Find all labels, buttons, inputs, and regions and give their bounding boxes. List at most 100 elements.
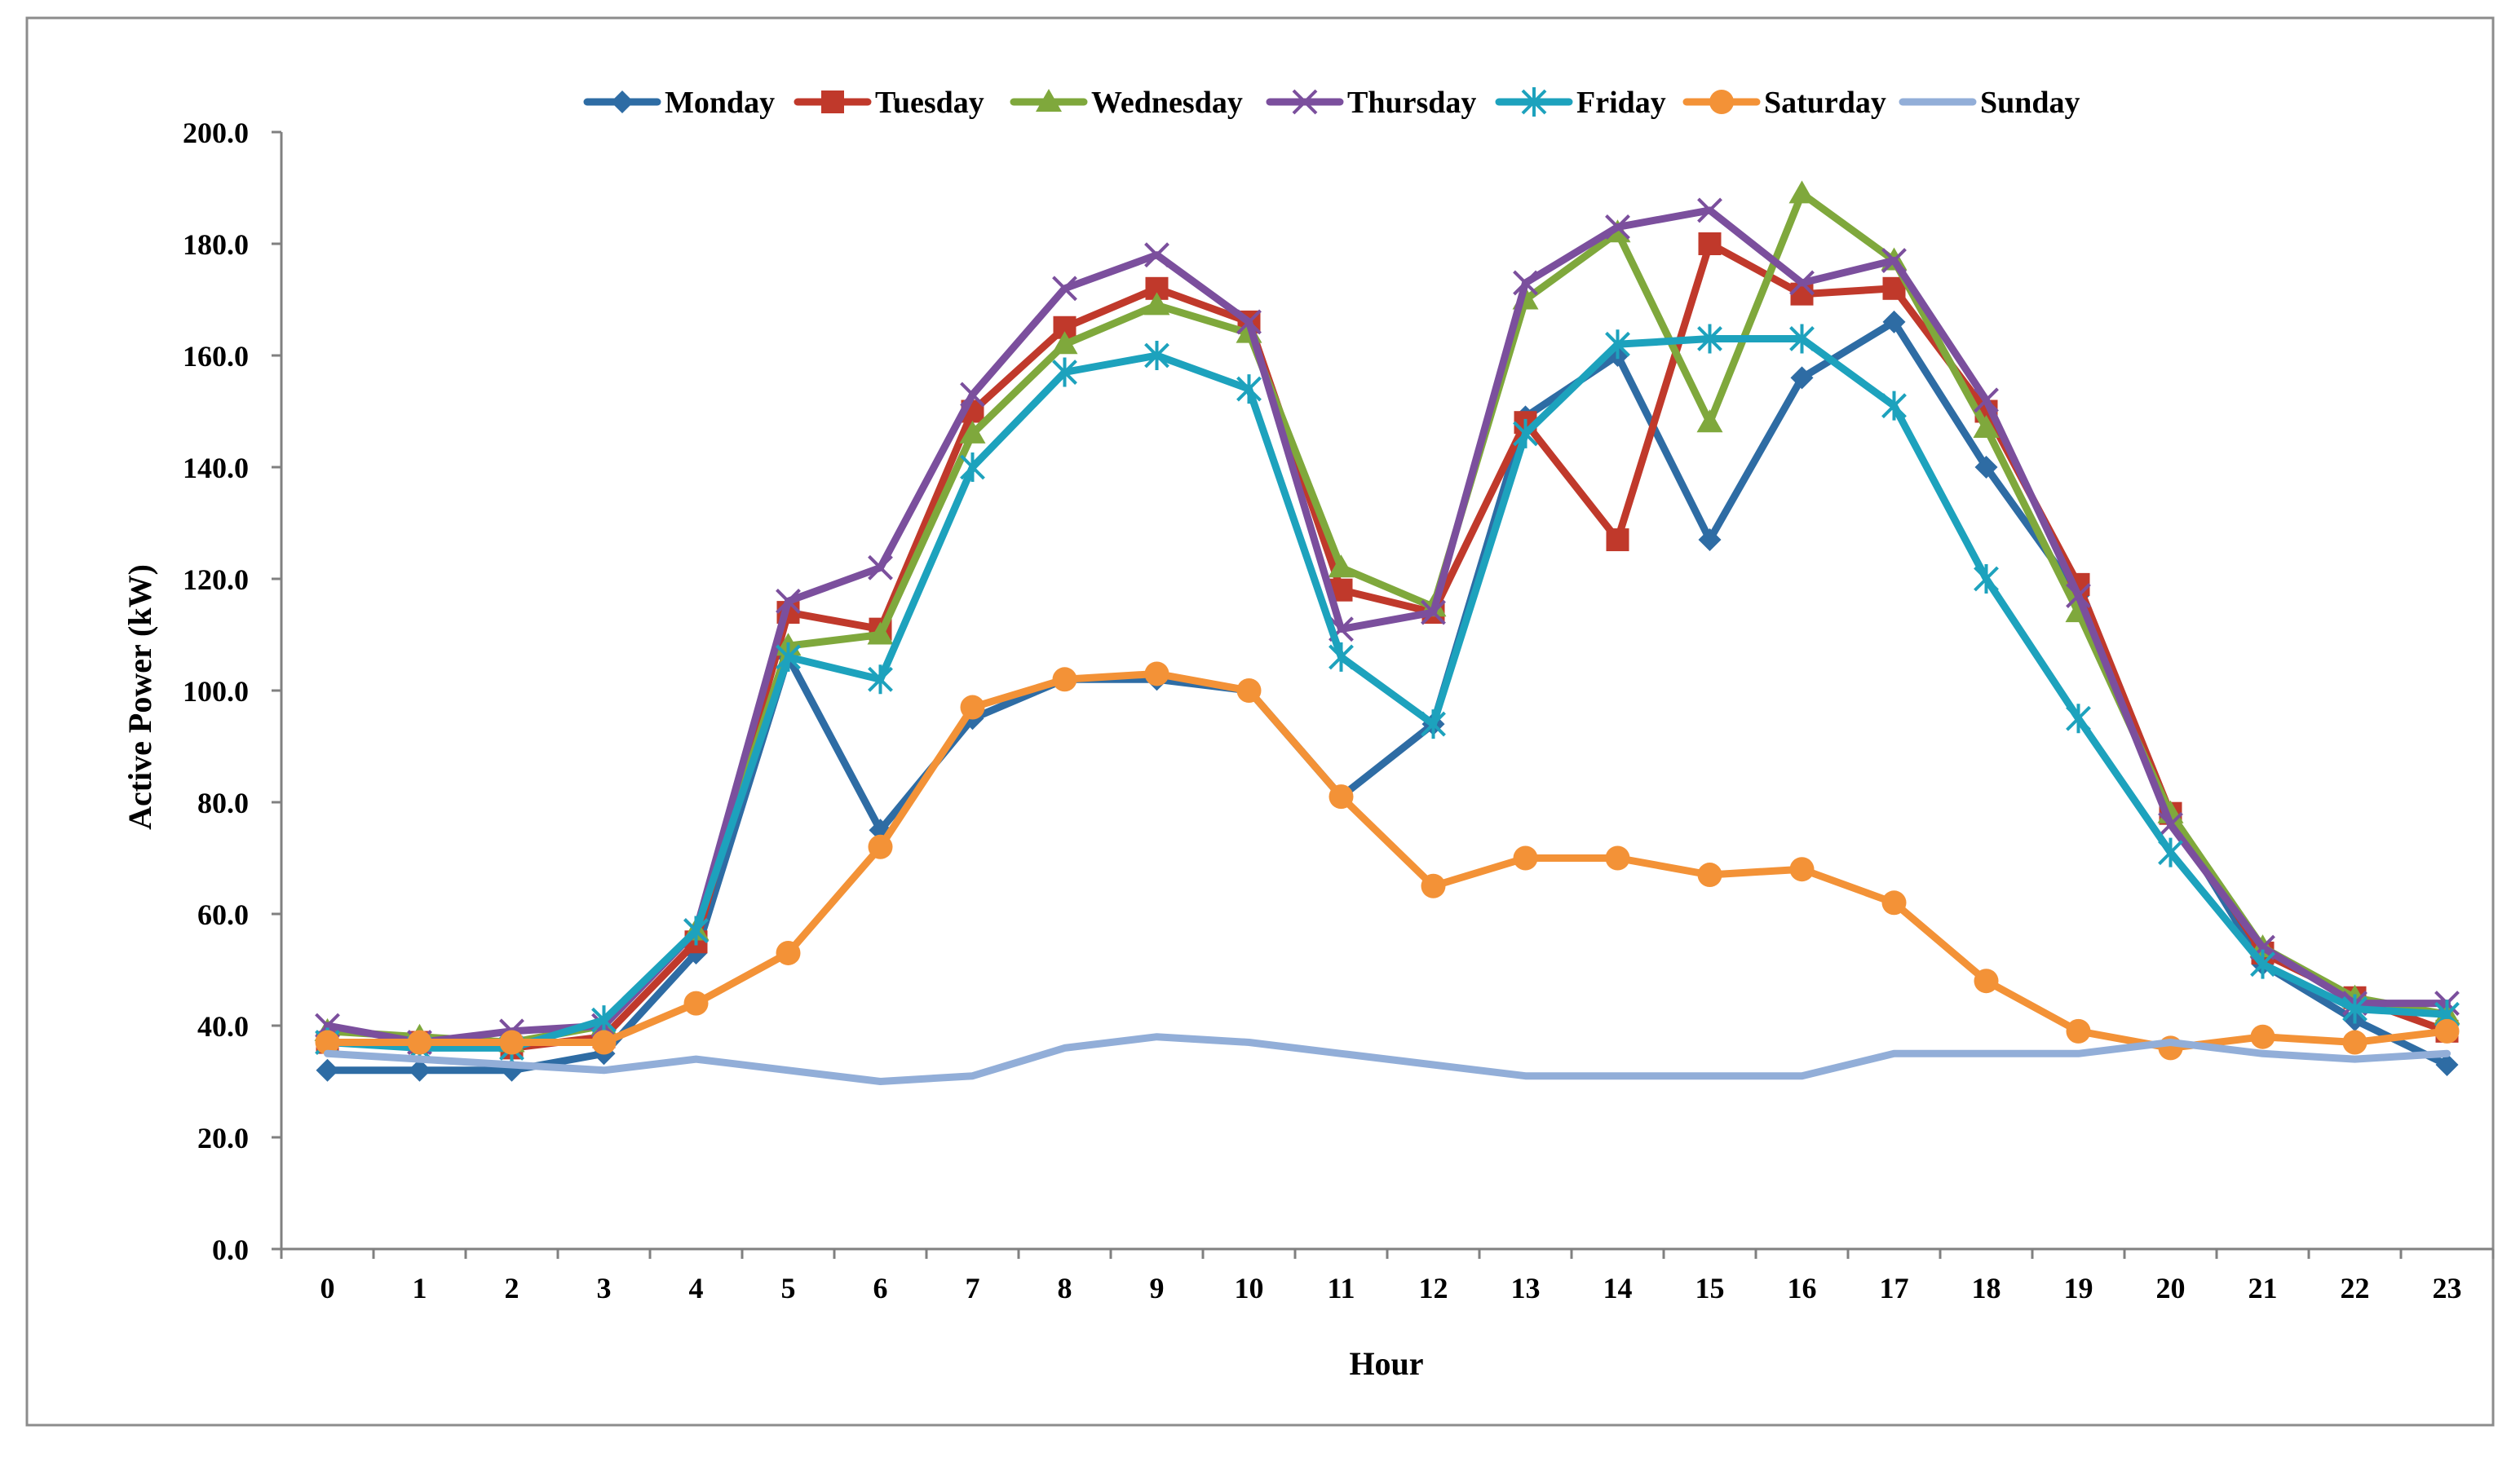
y-tick-label: 160.0 <box>183 340 249 373</box>
saturday-point <box>960 695 985 720</box>
legend-marker-saturday <box>1709 90 1734 114</box>
friday-point <box>2066 704 2091 734</box>
x-tick-label: 10 <box>1235 1272 1264 1304</box>
x-tick-label: 3 <box>597 1272 612 1304</box>
x-tick-label: 19 <box>2064 1272 2093 1304</box>
saturday-point <box>591 1030 617 1055</box>
y-tick-label: 120.0 <box>183 563 249 596</box>
legend-label-tuesday: Tuesday <box>875 86 984 120</box>
legend-marker-monday <box>611 90 634 113</box>
saturday-point <box>1052 667 1077 692</box>
tuesday-point <box>1698 232 1722 255</box>
saturday-point <box>683 991 709 1016</box>
saturday-point <box>499 1030 524 1055</box>
wednesday-point <box>1696 409 1723 433</box>
thursday-point <box>1605 214 1630 240</box>
thursday-series <box>315 197 2460 1055</box>
thursday-point <box>868 554 893 580</box>
friday-point <box>1513 418 1538 448</box>
legend-label-saturday: Saturday <box>1764 86 1886 120</box>
saturday-point <box>315 1030 340 1055</box>
saturday-point <box>2250 1024 2275 1049</box>
sunday-series <box>324 1033 2451 1085</box>
x-tick-label: 18 <box>1972 1272 2001 1304</box>
x-tick-label: 1 <box>413 1272 427 1304</box>
y-tick-label: 100.0 <box>183 675 249 708</box>
x-tick-label: 2 <box>505 1272 519 1304</box>
x-tick-label: 22 <box>2341 1272 2370 1304</box>
x-tick-label: 4 <box>689 1272 704 1304</box>
legend-marker-wednesday <box>1036 89 1062 112</box>
thursday-point <box>1421 599 1446 625</box>
thursday-point <box>1789 270 1815 296</box>
legend-label-sunday: Sunday <box>1980 86 2080 120</box>
saturday-point <box>2434 1018 2460 1044</box>
saturday-point <box>2066 1018 2091 1044</box>
saturday-point <box>1329 784 1354 810</box>
x-tick-label: 20 <box>2156 1272 2186 1304</box>
y-axis-title: Active Power (kW) <box>122 564 158 830</box>
thursday-point <box>1881 248 1907 273</box>
friday-point <box>2250 949 2275 979</box>
x-tick-label: 8 <box>1058 1272 1072 1304</box>
monday-point <box>1974 456 1998 479</box>
thursday-point <box>1697 197 1722 223</box>
legend-label-thursday: Thursday <box>1347 86 1476 120</box>
thursday-point <box>1144 242 1169 268</box>
friday-point <box>1421 709 1446 739</box>
saturday-point <box>1974 969 1999 994</box>
thursday-point <box>1974 387 1999 413</box>
friday-point <box>2158 837 2183 867</box>
wednesday-point <box>1051 331 1078 355</box>
saturday-point <box>1421 873 1446 898</box>
thursday-point <box>1513 270 1538 296</box>
friday-point <box>1789 324 1815 354</box>
friday-point <box>2342 994 2367 1024</box>
friday-series <box>315 324 2460 1063</box>
legend-label-wednesday: Wednesday <box>1091 86 1243 120</box>
x-tick-label: 11 <box>1327 1272 1355 1304</box>
friday-point <box>960 452 985 482</box>
saturday-point <box>1881 890 1907 916</box>
saturday-point <box>776 940 801 965</box>
friday-point <box>683 916 709 946</box>
friday-point <box>1881 391 1907 421</box>
x-tick-label: 0 <box>321 1272 335 1304</box>
friday-point <box>591 1005 617 1035</box>
saturday-point <box>1236 678 1262 703</box>
wednesday-point <box>959 420 986 444</box>
legend-label-friday: Friday <box>1576 86 1666 120</box>
thursday-point <box>2158 811 2183 837</box>
x-tick-label: 14 <box>1603 1272 1633 1304</box>
x-tick-label: 15 <box>1695 1272 1725 1304</box>
saturday-point <box>1605 845 1630 871</box>
x-tick-label: 23 <box>2433 1272 2462 1304</box>
wednesday-point <box>1788 180 1815 204</box>
series-layer <box>314 180 2460 1085</box>
legend-label-monday: Monday <box>665 86 775 120</box>
monday-series <box>316 310 2459 1082</box>
legend-marker-friday <box>1521 87 1547 117</box>
y-tick-label: 20.0 <box>197 1122 249 1154</box>
wednesday-series <box>314 180 2460 1053</box>
saturday-series <box>315 661 2460 1061</box>
wednesday-point <box>1143 292 1170 316</box>
x-tick-label: 6 <box>873 1272 888 1304</box>
monday-point <box>316 1058 339 1082</box>
saturday-point <box>868 834 893 859</box>
friday-point <box>1697 324 1722 354</box>
x-tick-label: 7 <box>966 1272 980 1304</box>
thursday-point <box>776 588 801 614</box>
thursday-point <box>1052 276 1077 302</box>
chart-frame <box>25 16 2495 1427</box>
y-tick-label: 40.0 <box>197 1010 249 1043</box>
x-tick-label: 16 <box>1788 1272 1817 1304</box>
saturday-point <box>407 1030 432 1055</box>
legend: Monday Tuesday Wednesday Thursday Friday Satu… <box>583 86 2080 120</box>
monday-point <box>1882 310 1906 333</box>
y-tick-label: 80.0 <box>197 787 249 819</box>
wednesday-point <box>1973 415 2000 439</box>
monday-point <box>2435 1053 2459 1076</box>
friday-line <box>324 335 2451 1052</box>
